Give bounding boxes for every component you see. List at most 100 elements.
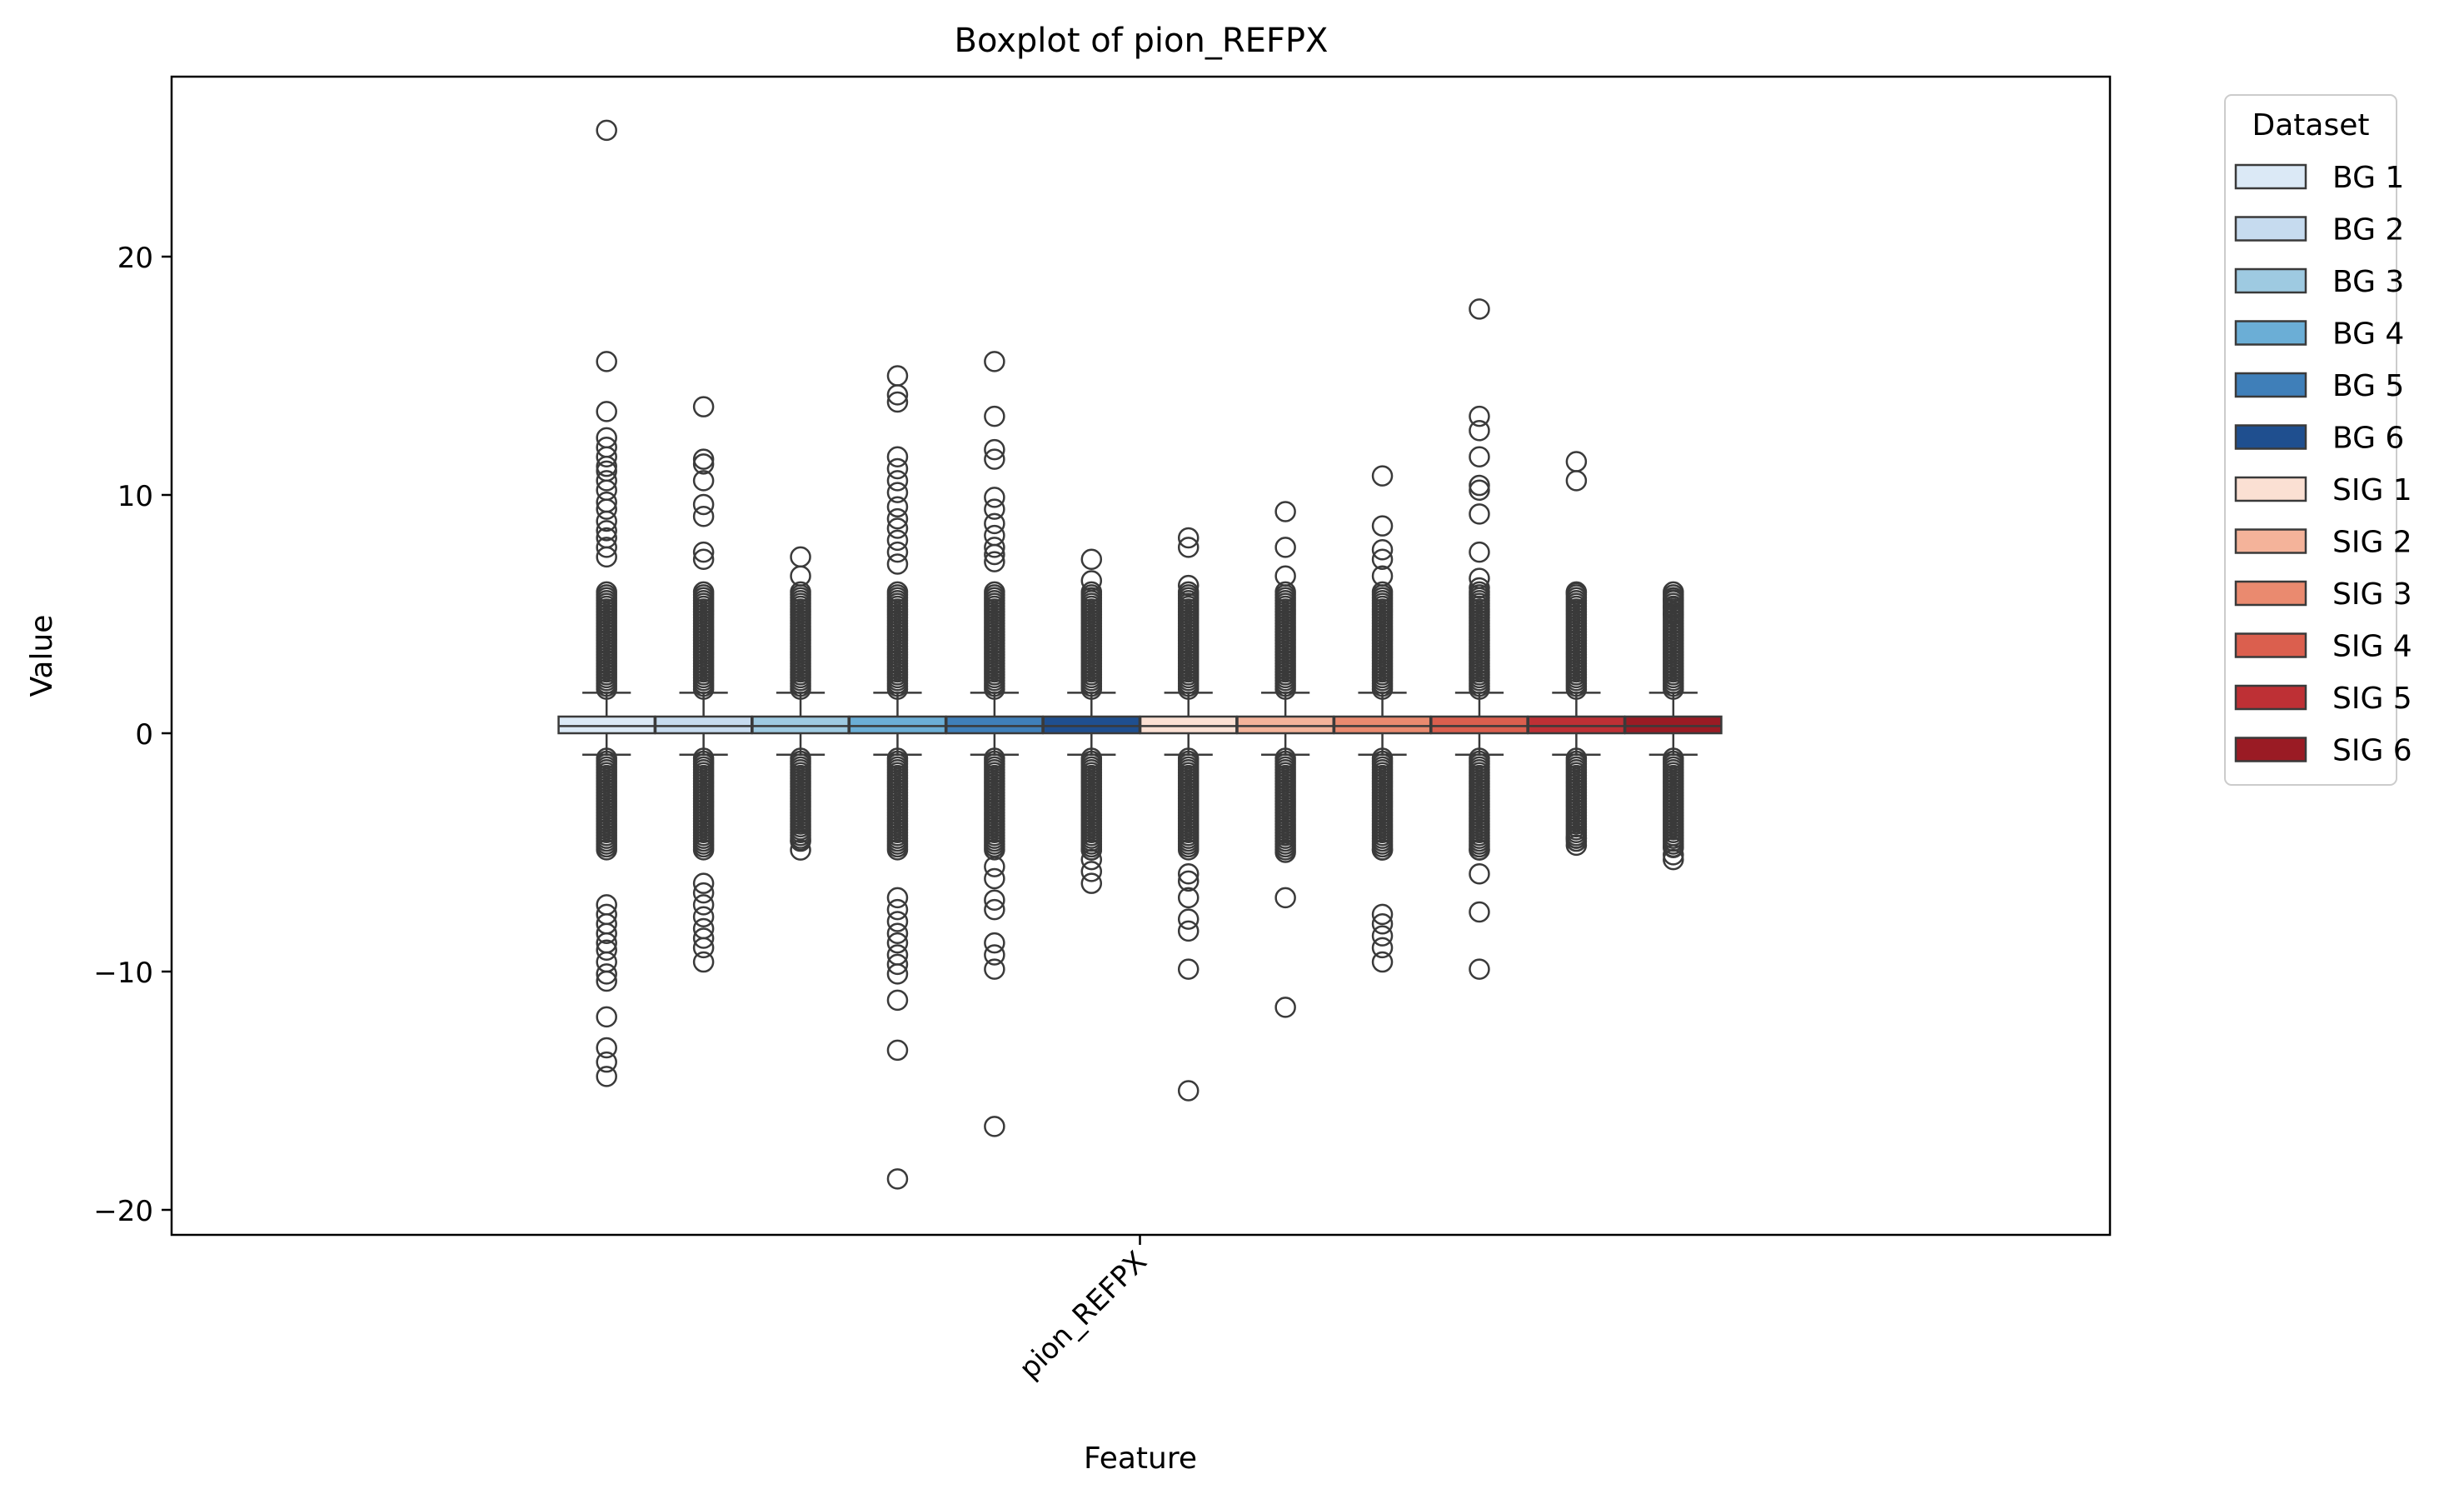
outlier-point bbox=[1469, 474, 1490, 497]
outlier-point bbox=[692, 927, 715, 949]
outlier-point bbox=[596, 1006, 617, 1028]
outlier-point bbox=[886, 529, 909, 552]
y-tick-label: 20 bbox=[117, 242, 153, 275]
legend-label: SIG 5 bbox=[2332, 682, 2412, 716]
plot-area bbox=[557, 119, 1723, 1190]
outlier-point bbox=[1080, 848, 1103, 871]
outlier-point bbox=[596, 963, 617, 985]
legend-swatch bbox=[2234, 684, 2307, 711]
outlier-point bbox=[1177, 574, 1200, 597]
outlier-point bbox=[596, 446, 617, 467]
outlier-point bbox=[1663, 603, 1684, 625]
box-group bbox=[557, 119, 656, 1087]
outlier-point bbox=[1177, 581, 1200, 603]
outlier-point bbox=[1080, 861, 1103, 882]
outlier-point bbox=[1371, 903, 1394, 926]
outlier-point bbox=[984, 1116, 1005, 1137]
outlier-point bbox=[692, 448, 715, 470]
outlier-point bbox=[1469, 901, 1490, 923]
legend-label: BG 2 bbox=[2332, 213, 2404, 247]
box bbox=[1042, 715, 1141, 735]
outlier-point bbox=[596, 839, 617, 861]
outlier-point bbox=[1469, 298, 1490, 320]
outlier-point bbox=[1371, 951, 1394, 973]
outlier-point bbox=[596, 537, 617, 558]
outlier-point bbox=[1469, 839, 1490, 861]
outlier-point bbox=[984, 438, 1005, 461]
outlier-point bbox=[1469, 862, 1490, 885]
outlier-point bbox=[886, 911, 909, 932]
outlier-point bbox=[1274, 565, 1296, 587]
outlier-point bbox=[886, 953, 909, 976]
outlier-point bbox=[886, 581, 909, 603]
outlier-point bbox=[692, 541, 715, 563]
box bbox=[1139, 715, 1238, 735]
legend-label: SIG 1 bbox=[2332, 473, 2412, 507]
outlier-point bbox=[1565, 834, 1588, 857]
legend-label: SIG 3 bbox=[2332, 577, 2412, 612]
legend-label: BG 3 bbox=[2332, 265, 2404, 299]
outlier-point bbox=[1080, 872, 1103, 894]
legend-label: BG 1 bbox=[2332, 161, 2404, 195]
outlier-point bbox=[692, 548, 715, 570]
outlier-point bbox=[1177, 908, 1200, 930]
box bbox=[751, 715, 850, 735]
outlier-point bbox=[1469, 405, 1490, 427]
box-group bbox=[1042, 548, 1141, 894]
outlier-point bbox=[1371, 913, 1394, 935]
outlier-point bbox=[1177, 537, 1200, 558]
outlier-point bbox=[1177, 887, 1200, 909]
legend-entry: BG 2 bbox=[2234, 213, 2404, 247]
legend-swatch bbox=[2234, 163, 2307, 190]
outlier-point bbox=[1274, 887, 1296, 909]
outlier-point bbox=[1565, 470, 1588, 492]
outlier-point bbox=[692, 581, 715, 603]
box bbox=[1236, 715, 1335, 735]
box bbox=[1333, 715, 1432, 735]
outlier-point bbox=[886, 553, 909, 575]
outlier-point bbox=[886, 507, 909, 530]
outlier-point bbox=[1469, 479, 1490, 502]
outlier-point bbox=[790, 565, 811, 587]
box-group bbox=[1624, 581, 1723, 871]
outlier-point bbox=[1177, 958, 1200, 980]
outlier-point bbox=[596, 546, 617, 568]
outlier-point bbox=[692, 470, 715, 492]
legend-label: SIG 6 bbox=[2332, 734, 2412, 768]
outlier-point bbox=[692, 872, 715, 894]
legend-title: Dataset bbox=[2252, 108, 2370, 142]
outlier-point bbox=[1177, 870, 1200, 892]
outlier-point bbox=[692, 894, 715, 916]
legend-swatch bbox=[2234, 424, 2307, 450]
outlier-point bbox=[692, 396, 715, 417]
outlier-point bbox=[1663, 844, 1684, 866]
legend-label: SIG 4 bbox=[2332, 630, 2412, 664]
box-group bbox=[751, 546, 850, 861]
outlier-point bbox=[692, 839, 715, 861]
box-group bbox=[654, 396, 753, 973]
outlier-point bbox=[692, 937, 715, 959]
outlier-point bbox=[984, 932, 1005, 954]
legend-entry: SIG 5 bbox=[2234, 682, 2412, 716]
outlier-point bbox=[1663, 589, 1684, 611]
legend-swatch bbox=[2234, 737, 2307, 762]
outlier-point bbox=[1371, 839, 1394, 861]
box bbox=[1430, 715, 1529, 735]
outlier-point bbox=[886, 391, 909, 413]
outlier-point bbox=[1371, 925, 1394, 947]
legend-entry: SIG 2 bbox=[2234, 526, 2412, 560]
legend-swatch bbox=[2234, 320, 2307, 346]
outlier-point bbox=[692, 882, 715, 904]
y-axis: −20 −10 0 10 20 bbox=[93, 242, 172, 1228]
outlier-point bbox=[1274, 842, 1296, 863]
box bbox=[1527, 715, 1626, 735]
outlier-point bbox=[1371, 548, 1394, 570]
outlier-point bbox=[596, 455, 617, 477]
outlier-point bbox=[886, 457, 909, 480]
y-tick-label: −10 bbox=[93, 957, 153, 990]
outlier-point bbox=[1080, 548, 1103, 570]
outlier-point bbox=[984, 889, 1005, 911]
outlier-point bbox=[886, 963, 909, 985]
box-group bbox=[1139, 527, 1238, 1102]
